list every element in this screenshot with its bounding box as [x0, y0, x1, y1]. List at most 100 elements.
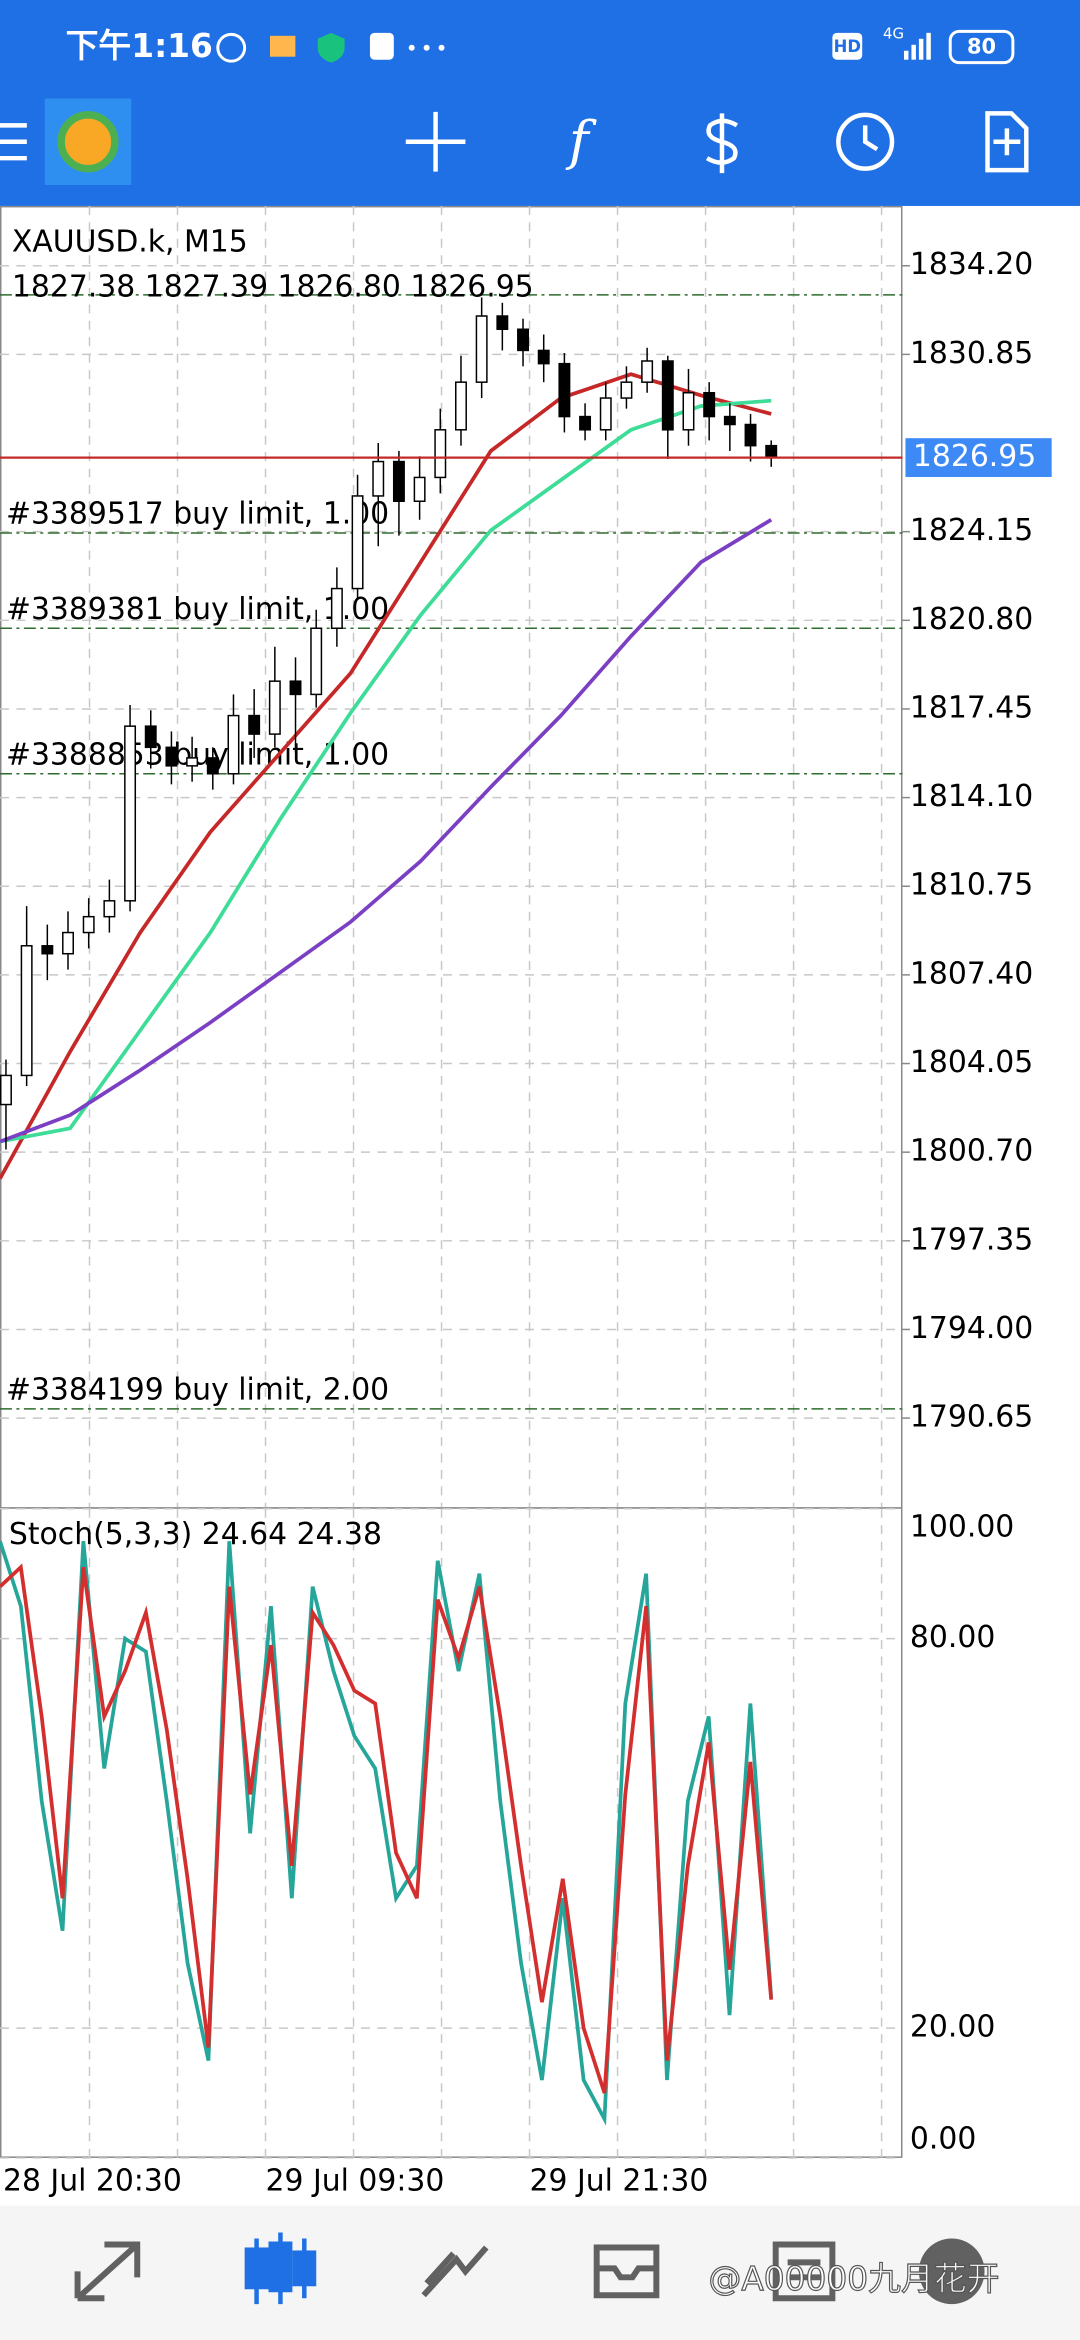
y-tick-label: 1797.35 — [910, 1222, 1033, 1257]
candle-body — [165, 746, 178, 767]
candle-body — [723, 415, 736, 426]
battery — [948, 29, 1015, 65]
candle-body — [82, 915, 95, 934]
y-tick-label: 1807.40 — [910, 956, 1033, 991]
hd-badge — [832, 32, 863, 60]
stoch-tick-label: 80.00 — [910, 1620, 995, 1655]
candle-body — [392, 460, 405, 502]
hd-text: HD — [834, 37, 861, 56]
candle-body — [682, 392, 695, 431]
symbol: XAUUSD.k, M15 — [12, 225, 248, 260]
candle-body — [434, 429, 447, 479]
nav-chart[interactable] — [244, 2232, 317, 2305]
header-bg — [0, 0, 1080, 206]
nav-icons — [74, 2232, 985, 2305]
time-label: 29 Jul 09:30 — [266, 2163, 445, 2198]
nav-quotes[interactable] — [74, 2241, 141, 2302]
new-order-button[interactable] — [985, 111, 1029, 173]
trade-button[interactable] — [705, 113, 739, 174]
y-tick-label: 1814.10 — [910, 779, 1033, 814]
stoch-line — [0, 1540, 774, 2126]
order-label: #3384199 buy limit, 2.00 — [6, 1372, 389, 1407]
y-tick-label: 1794.00 — [910, 1311, 1033, 1346]
candle-body — [0, 1074, 12, 1106]
candle-body — [41, 945, 54, 955]
y-tick-label: 1800.70 — [910, 1134, 1033, 1169]
status-time: 下午1:16 — [66, 27, 213, 65]
signal — [903, 32, 931, 60]
menu-button[interactable] — [0, 123, 27, 161]
candle-body — [765, 444, 778, 459]
main-panel — [0, 205, 903, 1509]
candle-body — [517, 328, 529, 352]
candle-body — [537, 349, 550, 365]
moving-average — [0, 398, 772, 1144]
bottom-nav — [0, 2205, 1080, 2340]
candle-body — [620, 381, 633, 399]
candle-body — [227, 714, 240, 775]
stoch-label: Stoch(5,3,3) 24.64 24.38 — [9, 1517, 382, 1552]
y-tick-label: 1820.80 — [910, 602, 1033, 637]
stoch-tick-label: 20.00 — [910, 2010, 995, 2045]
candle-body — [186, 757, 199, 767]
candle-body — [310, 627, 323, 696]
time-label: 28 Jul 20:30 — [3, 2163, 182, 2198]
order-label: #3389517 buy limit, 1.00 — [6, 497, 389, 532]
candle-body — [413, 476, 426, 502]
nav-settings[interactable] — [918, 2238, 985, 2305]
vertical-grid — [88, 205, 883, 2158]
time-label: 29 Jul 21:30 — [530, 2163, 709, 2198]
ohlc: 1827.38 1827.39 1826.80 1826.95 — [12, 270, 534, 305]
candle-body — [103, 900, 116, 918]
candle-body — [330, 587, 343, 629]
candle-body — [144, 725, 157, 749]
network: 4G — [883, 24, 904, 42]
candle-body — [496, 315, 509, 330]
candle-body — [661, 360, 674, 431]
nav-trade[interactable] — [421, 2245, 489, 2298]
status-icons — [216, 32, 445, 63]
nav-journal[interactable] — [772, 2241, 836, 2302]
stoch-tick-label: 100.00 — [910, 1510, 1014, 1545]
candle-body — [599, 397, 612, 431]
y-tick-label: 1790.65 — [910, 1400, 1033, 1435]
crosshair-button[interactable] — [405, 111, 466, 172]
moving-average — [0, 518, 773, 1144]
candle-body — [372, 460, 385, 497]
candle-body — [351, 495, 364, 590]
y-tick-label: 1817.45 — [910, 690, 1033, 725]
candle-body — [641, 360, 654, 383]
candle-body — [744, 423, 757, 447]
y-tick-label: 1834.20 — [910, 247, 1033, 282]
candle-body — [703, 392, 716, 418]
y-tick-label: 1804.05 — [910, 1045, 1033, 1080]
nav-history[interactable] — [593, 2244, 660, 2299]
chart-layer: 1834.20 1830.85 1824.15 1820.80 1817.45 1814.… — [0, 247, 1052, 2198]
y-tick-label: 1830.85 — [910, 336, 1033, 371]
candle-body — [579, 415, 592, 431]
candle-body — [475, 315, 488, 383]
candle-body — [62, 931, 74, 955]
history-button[interactable] — [836, 112, 895, 171]
candle-body — [455, 381, 467, 431]
candle-body — [124, 725, 137, 902]
stoch-line — [0, 1563, 774, 2094]
stoch-panel — [0, 1507, 903, 2158]
candle-body — [206, 757, 219, 775]
order-label: #3389381 buy limit, 1.00 — [6, 592, 389, 627]
y-tick-label: 1824.15 — [910, 513, 1033, 548]
candle-body — [289, 680, 302, 696]
candle-body — [248, 714, 261, 735]
candle-body — [20, 945, 33, 1077]
current-price-label: 1826.95 — [913, 439, 1036, 474]
candle-body — [268, 680, 281, 735]
current-price-box — [905, 438, 1052, 477]
watermark: @A00000九月花开 — [709, 2260, 1000, 2298]
toolbar-icons: f — [0, 98, 1029, 186]
candle-body — [558, 362, 571, 418]
battery-level: 80 — [967, 35, 996, 59]
y-tick-label: 1810.75 — [910, 868, 1033, 903]
stoch-tick-label: 0.00 — [910, 2122, 976, 2157]
